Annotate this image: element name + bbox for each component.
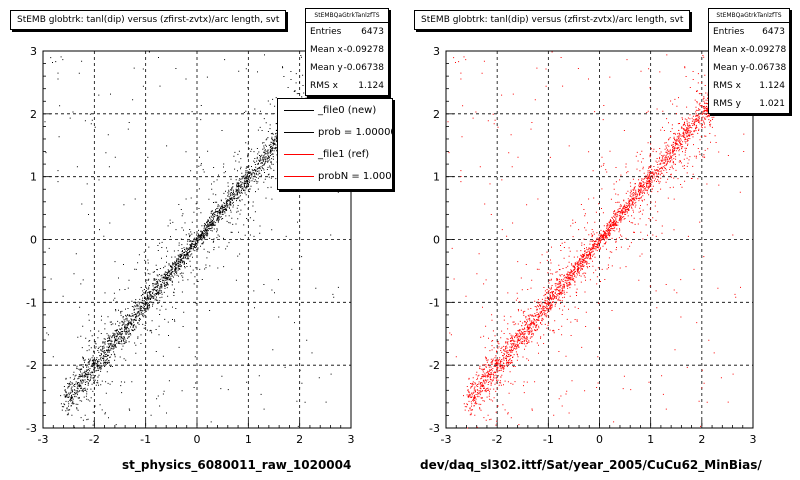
x-tick-label: -1 bbox=[140, 433, 151, 446]
stats-row-mean-x: Mean x -0.09278 bbox=[713, 45, 787, 55]
legend-entry-file1: _file1 (ref) bbox=[278, 143, 392, 165]
legend-entry-file0: _file0 (new) bbox=[278, 99, 392, 121]
y-tick-label: -3 bbox=[26, 422, 37, 435]
legend-entry-prob: prob = 1.000000 bbox=[278, 121, 392, 143]
x-tick-label: 1 bbox=[647, 433, 654, 446]
scatter-panel-ref: -3 -2 -1 0 1 2 3 -3 -2 -1 0 1 2 3 bbox=[429, 45, 756, 446]
scatter-points bbox=[447, 51, 753, 429]
legend-box: _file0 (new) prob = 1.000000 _file1 (ref… bbox=[277, 98, 393, 190]
y-tick-label: 1 bbox=[433, 171, 440, 184]
y-tick-label: 3 bbox=[433, 45, 440, 58]
y-tick-label: -1 bbox=[429, 296, 440, 309]
x-tick-label: -2 bbox=[89, 433, 100, 446]
x-tick-label: 3 bbox=[750, 433, 757, 446]
x-tick-label: 1 bbox=[245, 433, 252, 446]
y-tick-label: -1 bbox=[26, 296, 37, 309]
plot-title-left: StEMB globtrk: tanl(dip) versus (zfirst-… bbox=[10, 10, 287, 30]
plot-title-right: StEMB globtrk: tanl(dip) versus (zfirst-… bbox=[414, 10, 691, 30]
stats-row-entries: Entries 6473 bbox=[713, 27, 785, 37]
stats-row-mean-x: Mean x -0.09278 bbox=[310, 45, 384, 55]
stats-row-mean-y: Mean y -0.06738 bbox=[310, 63, 384, 73]
legend-entry-probn: probN = 1.000000 bbox=[278, 165, 392, 187]
x-tick-label: -3 bbox=[441, 433, 452, 446]
stats-row-rms-y: RMS y 1.021 bbox=[713, 99, 785, 109]
y-tick-label: 2 bbox=[30, 108, 37, 121]
scatter-points bbox=[44, 51, 351, 429]
stats-box-left: StEMBQaGtrkTanlzfTS Entries 6473 Mean x -0… bbox=[305, 8, 389, 96]
y-tick-label: 1 bbox=[30, 171, 37, 184]
stats-header: StEMBQaGtrkTanlzfTS bbox=[709, 9, 789, 23]
stats-row-entries: Entries 6473 bbox=[310, 27, 384, 37]
x-tick-label: -3 bbox=[38, 433, 49, 446]
y-tick-label: 2 bbox=[433, 108, 440, 121]
y-tick-label: -3 bbox=[429, 422, 440, 435]
x-axis-label-right: dev/daq_sl302.ittf/Sat/year_2005/CuCu62_… bbox=[420, 458, 762, 472]
y-tick-label: 3 bbox=[30, 45, 37, 58]
y-tick-label: -2 bbox=[429, 359, 440, 372]
x-tick-label: -1 bbox=[543, 433, 554, 446]
y-tick-label: -2 bbox=[26, 359, 37, 372]
y-tick-label: 0 bbox=[30, 234, 37, 247]
x-tick-label: 2 bbox=[698, 433, 705, 446]
scatter-point-cloud bbox=[447, 51, 753, 429]
stats-header: StEMBQaGtrkTanlzfTS bbox=[306, 9, 388, 23]
stats-row-mean-y: Mean y -0.06738 bbox=[713, 63, 787, 73]
stats-box-right: StEMBQaGtrkTanlzfTS Entries 6473 Mean x -0… bbox=[708, 8, 790, 114]
stats-row-rms-x: RMS x 1.124 bbox=[713, 81, 785, 91]
x-axis-label-left: st_physics_6080011_raw_1020004 bbox=[122, 458, 352, 472]
x-tick-label: 0 bbox=[194, 433, 201, 446]
x-tick-label: -2 bbox=[492, 433, 503, 446]
scatter-point-cloud bbox=[44, 51, 351, 429]
x-tick-label: 2 bbox=[296, 433, 303, 446]
stats-row-rms-x: RMS x 1.124 bbox=[310, 81, 384, 91]
x-tick-label: 0 bbox=[596, 433, 603, 446]
x-tick-label: 3 bbox=[348, 433, 355, 446]
y-tick-label: 0 bbox=[433, 234, 440, 247]
